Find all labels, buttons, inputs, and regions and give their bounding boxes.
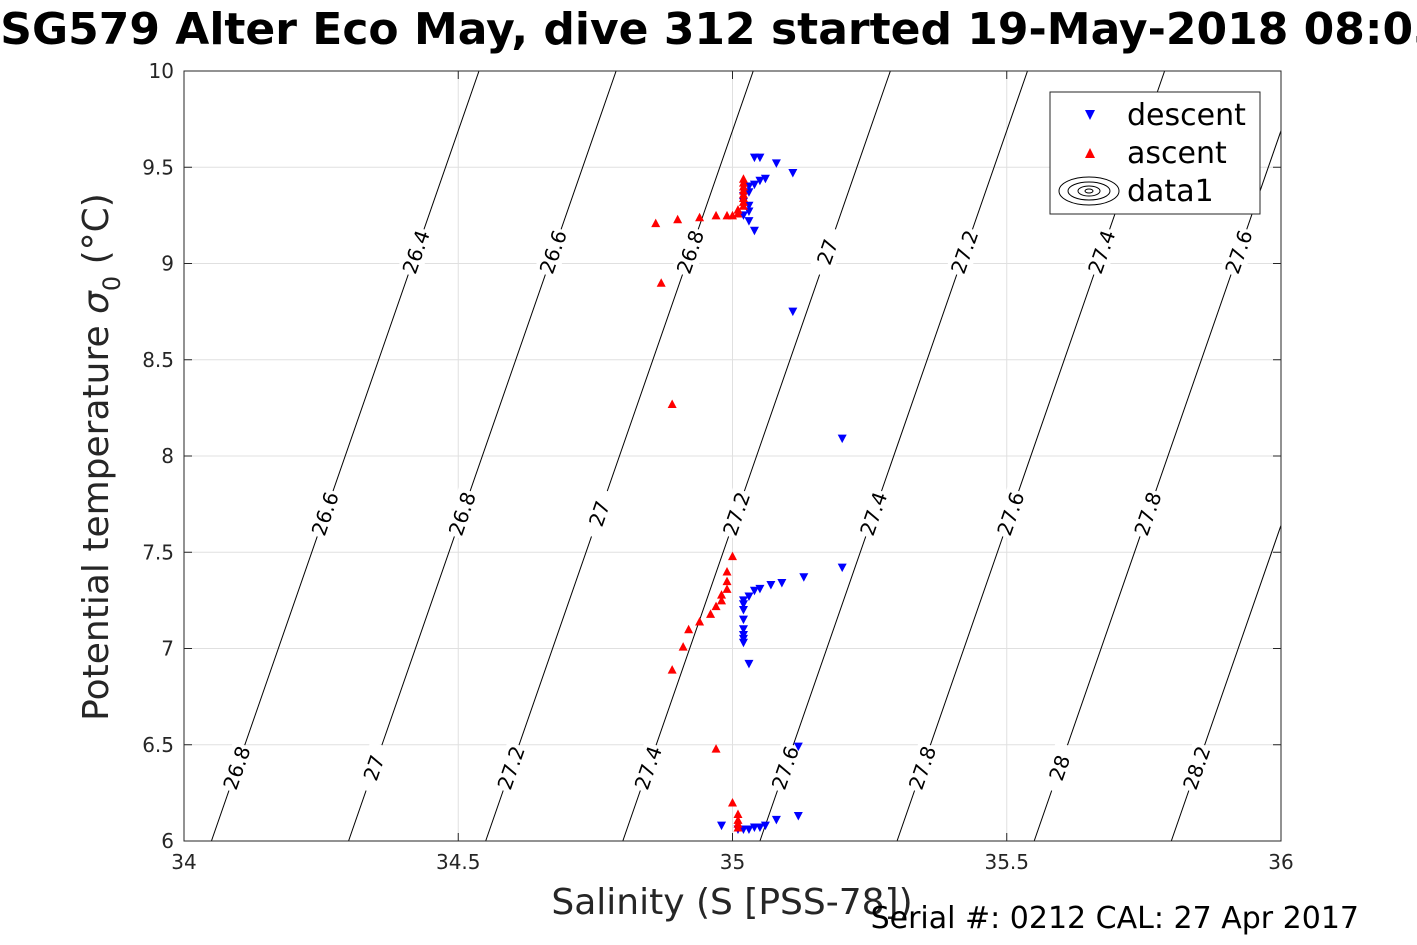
legend-marker-data1 <box>1058 176 1120 206</box>
descent-point-14 <box>744 217 754 226</box>
legend-label-ascent: ascent <box>1127 136 1227 171</box>
ascent-point-27 <box>684 624 694 634</box>
y-axis-label-unit: (°C) <box>76 193 117 276</box>
descent-point-21 <box>766 580 776 590</box>
contour-line-2 <box>485 71 754 841</box>
descent-point-28 <box>738 615 748 625</box>
ascent-point-11 <box>722 210 732 220</box>
descent-point-4 <box>755 176 765 186</box>
ascent-point-21 <box>722 584 732 593</box>
x-tick-label-1: 34.5 <box>436 850 481 874</box>
y-tick-label-0: 6 <box>161 829 174 853</box>
legend-box <box>1049 91 1261 215</box>
contour-line-7 <box>1170 523 1281 841</box>
ascent-point-12 <box>711 210 721 220</box>
serial-cal-footer: Serial #: 0212 CAL: 27 Apr 2017 <box>871 901 1359 936</box>
ascent-point-13 <box>695 212 705 222</box>
descent-point-29 <box>738 625 748 634</box>
descent-point-24 <box>744 592 754 602</box>
ascent-point-35 <box>733 823 743 832</box>
descent-point-19 <box>799 573 809 582</box>
ascent-point-20 <box>722 576 732 586</box>
ascent-point-19 <box>722 567 732 576</box>
descent-point-17 <box>837 434 847 444</box>
ascent-point-32 <box>733 809 743 819</box>
y-tick-label-2: 7 <box>161 637 174 661</box>
descent-point-33 <box>744 659 754 669</box>
legend-marker-descent <box>1085 110 1095 120</box>
legend-label-descent: descent <box>1127 98 1246 133</box>
ascent-point-30 <box>711 744 721 753</box>
descent-point-32 <box>738 638 748 648</box>
y-axis-label-sigma: σ <box>76 290 117 314</box>
legend-marker-ascent <box>1085 148 1095 158</box>
descent-point-36 <box>771 815 781 825</box>
y-tick-label-4: 8 <box>161 444 174 468</box>
legend: descent ascent data1 <box>1049 91 1261 215</box>
ascent-point-14 <box>673 214 683 224</box>
descent-point-27 <box>738 606 748 615</box>
descent-point-18 <box>837 563 847 573</box>
contour-line-1 <box>348 71 617 841</box>
ascent-point-22 <box>717 590 727 599</box>
descent-point-23 <box>749 586 759 596</box>
descent-point-35 <box>793 811 803 821</box>
descent-point-26 <box>738 600 748 609</box>
ascent-point-25 <box>706 609 716 618</box>
axis-ticks: 34 34.5 35 35.5 36 6 6.5 7 7.5 8 8.5 9 9.5 10 <box>142 59 1294 874</box>
ascent-point-23 <box>717 595 727 605</box>
contour-line-3 <box>622 71 891 841</box>
x-axis-label: Salinity (S [PSS-78]) <box>551 882 912 923</box>
y-tick-label-5: 8.5 <box>142 348 174 372</box>
contour-label-1-label_high: 26.6 <box>534 225 573 279</box>
y-axis-label: Potential temperature σ0 (°C) <box>76 193 126 721</box>
x-tick-label-3: 35.5 <box>984 850 1029 874</box>
contour-label-4-label_high: 27.2 <box>945 225 984 279</box>
x-tick-label-4: 36 <box>1268 850 1293 874</box>
descent-point-34 <box>793 742 803 752</box>
ascent-point-29 <box>667 665 677 674</box>
y-tick-label-7: 9.5 <box>142 155 174 179</box>
ascent-point-28 <box>678 642 688 651</box>
descent-point-8 <box>788 169 798 178</box>
ascent-point-18 <box>728 551 737 561</box>
ascent-point-31 <box>728 798 737 807</box>
y-tick-label-6: 9 <box>161 252 174 276</box>
data-series <box>651 153 847 834</box>
ascent-point-26 <box>695 617 705 626</box>
descent-point-43 <box>717 821 727 831</box>
descent-point-15 <box>749 226 759 236</box>
descent-point-20 <box>777 579 787 588</box>
contour-line-4 <box>759 71 1028 841</box>
ascent-point-7 <box>738 201 748 210</box>
legend-label-data1: data1 <box>1127 174 1214 209</box>
ascent-point-24 <box>711 601 721 611</box>
series-ascent <box>651 174 748 832</box>
descent-point-2 <box>771 159 781 168</box>
ascent-point-16 <box>656 278 666 287</box>
ascent-point-15 <box>651 218 661 228</box>
ascent-point-9 <box>733 208 743 218</box>
ascent-point-17 <box>667 399 677 409</box>
y-axis-label-main: Potential temperature <box>76 314 117 721</box>
y-tick-label-1: 6.5 <box>142 733 174 757</box>
descent-point-1 <box>755 153 765 163</box>
y-axis-label-sub: 0 <box>98 276 126 291</box>
descent-point-16 <box>788 307 798 317</box>
contour-line-0 <box>210 71 480 841</box>
x-tick-label-2: 35 <box>720 850 745 874</box>
y-tick-label-3: 7.5 <box>142 540 174 564</box>
y-tick-label-8: 10 <box>149 59 174 83</box>
contour-lines <box>210 71 1281 841</box>
x-tick-label-0: 34 <box>171 850 196 874</box>
chart-title: SG579 Alter Eco May, dive 312 started 19… <box>0 4 1417 55</box>
